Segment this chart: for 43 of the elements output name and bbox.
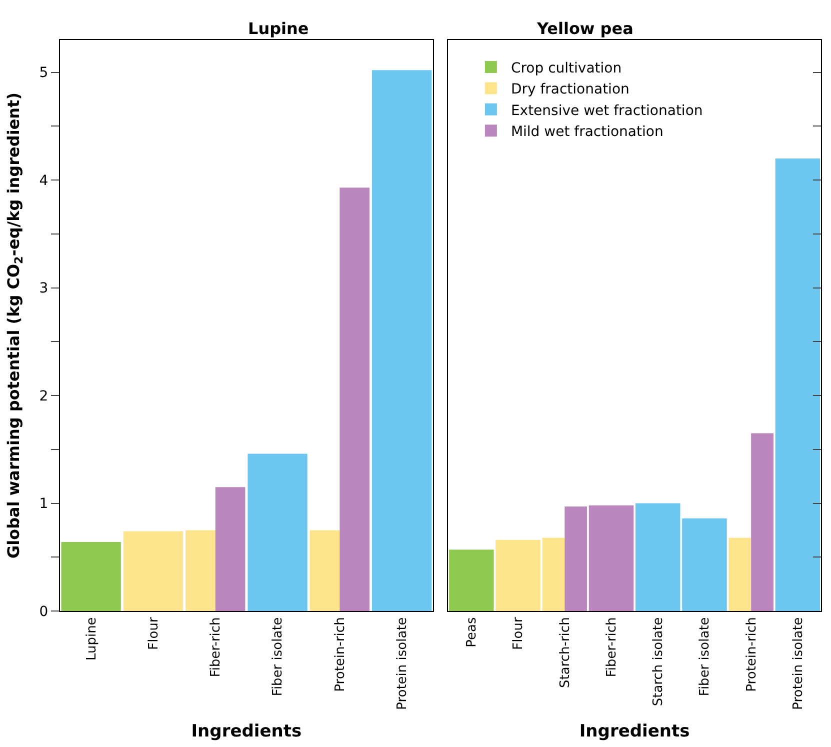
x-axis-title: Ingredients xyxy=(191,721,302,742)
y-tick-label: 0 xyxy=(39,604,48,620)
y-tick-label: 2 xyxy=(39,388,48,404)
x-tick-label: Protein-rich xyxy=(744,617,760,692)
y-tick-label: 3 xyxy=(39,280,48,297)
x-tick-label: Flour xyxy=(511,616,526,650)
legend-label: Mild wet fractionation xyxy=(510,124,664,140)
chart-title: Yellow pea xyxy=(536,19,634,38)
bar xyxy=(340,188,370,611)
bar xyxy=(682,518,727,611)
chart-title: Lupine xyxy=(248,19,309,38)
bar xyxy=(215,487,246,611)
x-tick-label: Fiber isolate xyxy=(698,617,713,696)
bar xyxy=(542,538,565,611)
x-tick-label: Fiber-rich xyxy=(604,617,620,678)
bar xyxy=(635,503,680,611)
y-tick-label: 4 xyxy=(39,172,48,189)
x-tick-label: Peas xyxy=(464,616,480,648)
bar xyxy=(372,70,432,611)
bar xyxy=(186,530,216,611)
bar xyxy=(728,538,752,611)
x-tick-label: Protein-rich xyxy=(332,617,348,692)
x-tick-label: Fiber isolate xyxy=(270,617,286,696)
legend-label: Crop cultivation xyxy=(510,60,622,76)
legend-label: Dry fractionation xyxy=(510,82,630,98)
bar xyxy=(775,158,820,611)
y-tick-label: 1 xyxy=(39,496,48,512)
bar xyxy=(310,530,340,611)
x-tick-label: Fiber-rich xyxy=(208,617,224,678)
bar xyxy=(751,433,774,611)
y-tick-label: 5 xyxy=(39,65,48,82)
bar xyxy=(564,506,588,611)
x-tick-label: Starch-rich xyxy=(558,617,573,688)
x-tick-label: Protein isolate xyxy=(790,617,806,710)
x-axis-title: Ingredients xyxy=(579,721,690,742)
legend-label: Extensive wet fractionation xyxy=(510,102,703,119)
x-tick-label: Flour xyxy=(146,616,162,650)
x-tick-label: Starch isolate xyxy=(651,617,666,706)
bar xyxy=(61,542,121,611)
x-tick-label: Protein isolate xyxy=(395,617,410,710)
bar xyxy=(449,550,494,611)
x-tick-label: Lupine xyxy=(84,617,100,661)
bar xyxy=(248,454,308,611)
